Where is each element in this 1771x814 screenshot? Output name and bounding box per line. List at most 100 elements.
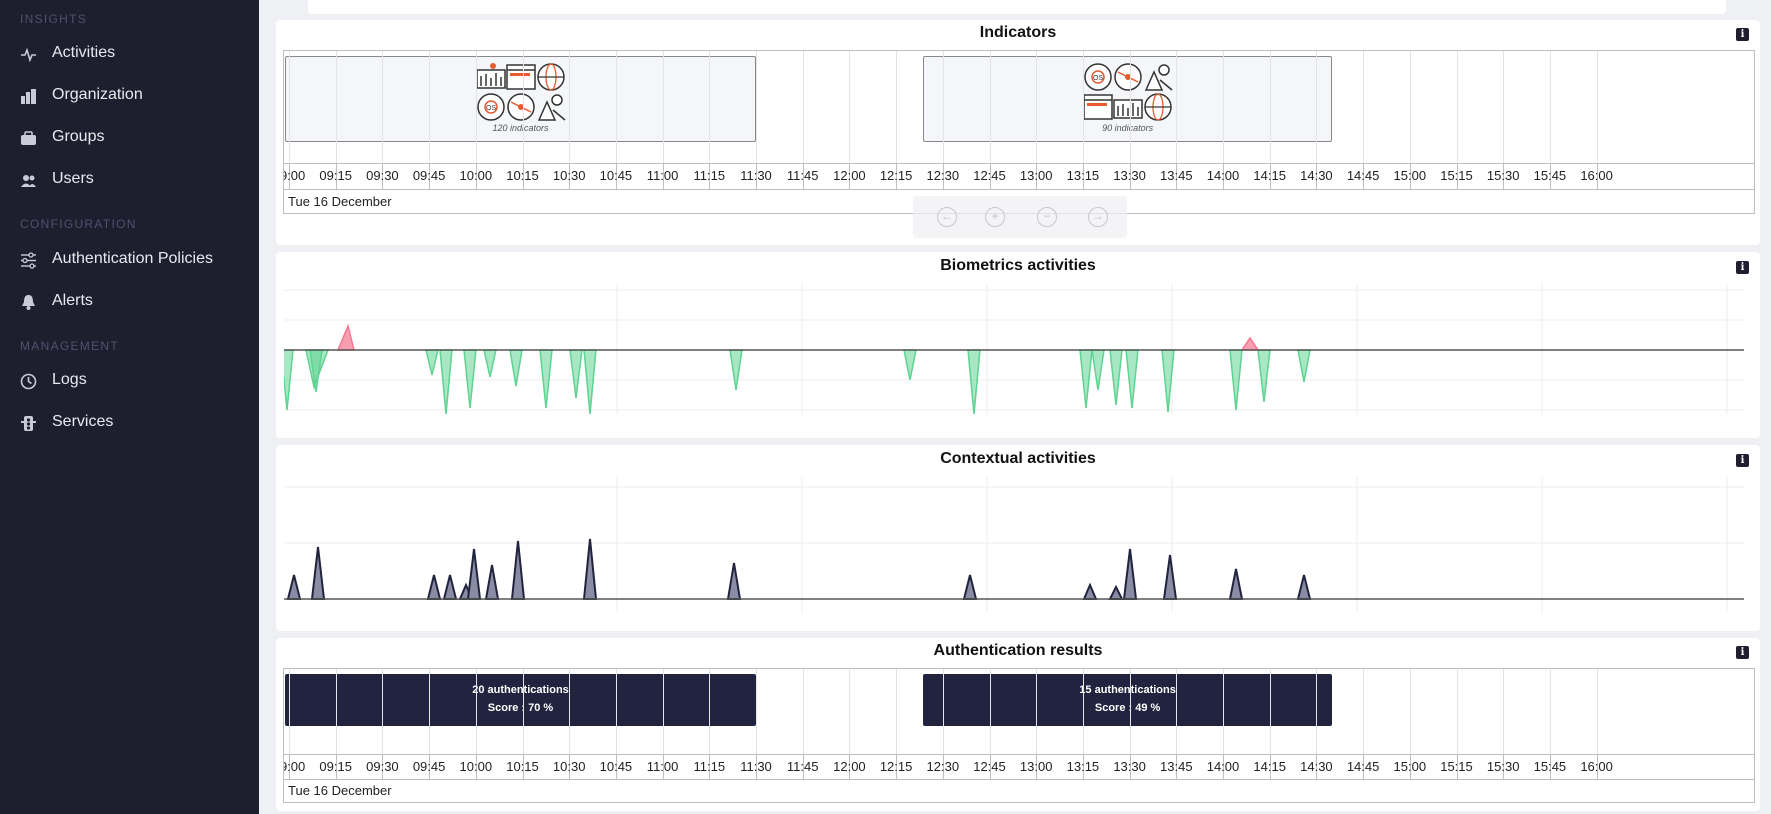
biometrics-card: Biometrics activities i	[276, 252, 1760, 438]
zoom-in-icon[interactable]: +	[985, 207, 1005, 227]
timeline-tickmark	[475, 754, 477, 779]
timeline-gridline	[1036, 669, 1038, 754]
sidebar-item-alerts[interactable]: Alerts	[0, 284, 259, 320]
biometrics-spike-down	[539, 349, 553, 409]
timeline-gridline	[662, 669, 664, 754]
indicators-title: Indicators	[979, 24, 1057, 41]
timeline-tickmark	[1269, 754, 1271, 779]
timeline-tick-label: 15:45	[1533, 759, 1567, 774]
sidebar-item-organization[interactable]: Organization	[0, 78, 259, 114]
auth-result-group[interactable]: 15 authentications Score : 49 %	[923, 674, 1332, 726]
indicators-timeline[interactable]: Tue 16 December OS 120 indicators	[283, 50, 1755, 214]
timeline-gridline	[849, 51, 851, 163]
sidebar-item-label: Users	[52, 170, 94, 187]
timeline-tick-label: 14:15	[1253, 759, 1286, 774]
timeline-tick-label: 11:30	[740, 168, 772, 183]
indicators-illustration-icon: OS	[1082, 62, 1174, 122]
timeline-tickmark	[335, 754, 337, 779]
move-left-icon[interactable]: ←	[937, 207, 957, 227]
timeline-gridline	[522, 669, 524, 754]
sidebar-item-logs[interactable]: Logs	[0, 363, 259, 399]
biometrics-chart[interactable]	[284, 284, 1744, 434]
timeline-axis	[284, 163, 1754, 164]
biometrics-spike-down	[1079, 349, 1093, 409]
sidebar-item-users[interactable]: Users	[0, 162, 259, 198]
timeline-gridline	[989, 51, 991, 163]
timeline-gridline	[335, 51, 337, 163]
timeline-gridline	[382, 51, 384, 163]
timeline-gridline	[1269, 51, 1271, 163]
timeline-tickmark	[1036, 754, 1038, 779]
info-icon[interactable]: i	[1736, 454, 1749, 467]
timeline-tick-label: 14:45	[1346, 168, 1380, 183]
top-card	[308, 0, 1726, 14]
timeline-tick-label: 11:00	[646, 168, 679, 183]
zoom-out-icon[interactable]: −	[1037, 207, 1057, 227]
timeline-tickmark	[1176, 163, 1178, 189]
timeline-gridline	[1082, 51, 1084, 163]
move-right-icon[interactable]: →	[1088, 207, 1108, 227]
bell-icon	[20, 294, 37, 311]
info-icon[interactable]: i	[1736, 646, 1749, 659]
timeline-tick-label: 14:30	[1300, 759, 1333, 774]
timeline-gridline	[1503, 669, 1505, 754]
timeline-tick-label: 14:45	[1346, 759, 1380, 774]
timeline-tick-label: 12:45	[973, 168, 1006, 183]
timeline-tickmark	[709, 163, 711, 189]
timeline-tickmark	[1456, 754, 1458, 779]
timeline-tick-label: 09:00	[284, 759, 306, 774]
biometrics-spike-down	[1125, 349, 1139, 409]
sidebar-item-groups[interactable]: Groups	[0, 120, 259, 156]
info-icon[interactable]: i	[1736, 261, 1749, 274]
timeline-tickmark	[1176, 754, 1178, 779]
timeline-gridline	[1549, 51, 1551, 163]
timeline-tickmark	[849, 163, 851, 189]
timeline-tick-label: 15:00	[1393, 759, 1427, 774]
sidebar-item-label: Organization	[52, 86, 143, 103]
timeline-gridline	[615, 51, 617, 163]
timeline-tickmark	[1456, 163, 1458, 189]
info-icon[interactable]: i	[1736, 28, 1749, 41]
timeline-tick-label: 10:30	[552, 759, 586, 774]
auth-results-card: Authentication results i Tue 16 December…	[276, 638, 1760, 811]
timeline-axis	[284, 189, 1754, 190]
contextual-chart[interactable]	[284, 477, 1744, 627]
timeline-tickmark	[1409, 163, 1411, 189]
timeline-tick-label: 13:00	[1019, 759, 1053, 774]
indicators-illustration-icon: OS	[475, 62, 567, 122]
timeline-tickmark	[1409, 754, 1411, 779]
auth-result-group[interactable]: 20 authentications Score : 70 %	[285, 674, 756, 726]
timeline-gridline	[289, 51, 290, 163]
timeline-tick-label: 10:15	[506, 759, 539, 774]
timeline-tickmark	[382, 163, 384, 189]
timeline-tickmark	[1223, 754, 1224, 779]
indicator-group[interactable]: OS 120 indicators	[285, 56, 756, 142]
timeline-gridline	[1456, 51, 1458, 163]
sidebar-item-services[interactable]: Services	[0, 405, 259, 441]
timeline-tickmark	[522, 754, 524, 779]
sidebar-item-label: Logs	[52, 371, 87, 388]
timeline-tick-label: 09:00	[284, 168, 306, 183]
timeline-tick-label: 15:15	[1440, 168, 1473, 183]
timeline-gridline	[1223, 669, 1224, 754]
biometrics-spike-down	[569, 349, 583, 399]
timeline-tick-label: 14:15	[1253, 168, 1286, 183]
auth-results-timeline[interactable]: Tue 16 December 20 authentications Score…	[283, 668, 1755, 803]
timeline-tickmark	[615, 163, 617, 189]
timeline-tick-label: 11:45	[786, 168, 819, 183]
contextual-spike	[442, 574, 458, 600]
sidebar-item-activities[interactable]: Activities	[0, 36, 259, 72]
timeline-gridline	[1596, 51, 1598, 163]
timeline-tickmark	[1363, 163, 1365, 189]
timeline-tickmark	[849, 754, 851, 779]
indicator-group[interactable]: OS 90 indicators	[923, 56, 1332, 142]
indicator-group-caption: 90 indicators	[1102, 123, 1154, 133]
sidebar-item-label: Services	[52, 413, 114, 430]
biometrics-spike-down	[967, 349, 981, 415]
sidebar-item-authentication-policies[interactable]: Authentication Policies	[0, 242, 259, 278]
timeline-tick-label: 13:45	[1160, 168, 1193, 183]
timeline-tickmark	[802, 163, 804, 189]
timeline-gridline	[1082, 669, 1084, 754]
timeline-gridline	[896, 669, 898, 754]
timeline-tick-label: 12:00	[833, 168, 866, 183]
